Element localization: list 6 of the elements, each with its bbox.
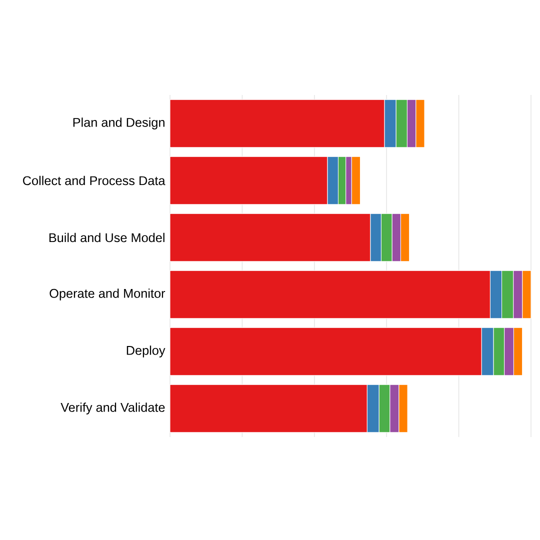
y-tick-label: Verify and Validate (60, 402, 165, 414)
y-tick-label: Plan and Design (73, 118, 164, 130)
y-tick-label: Build and Use Model (49, 232, 164, 242)
y-tick-label: Operate and Monitor (50, 288, 166, 300)
y-tick-label: Collect and Process Data (23, 176, 166, 186)
y-tick-label: Deploy (126, 346, 166, 358)
